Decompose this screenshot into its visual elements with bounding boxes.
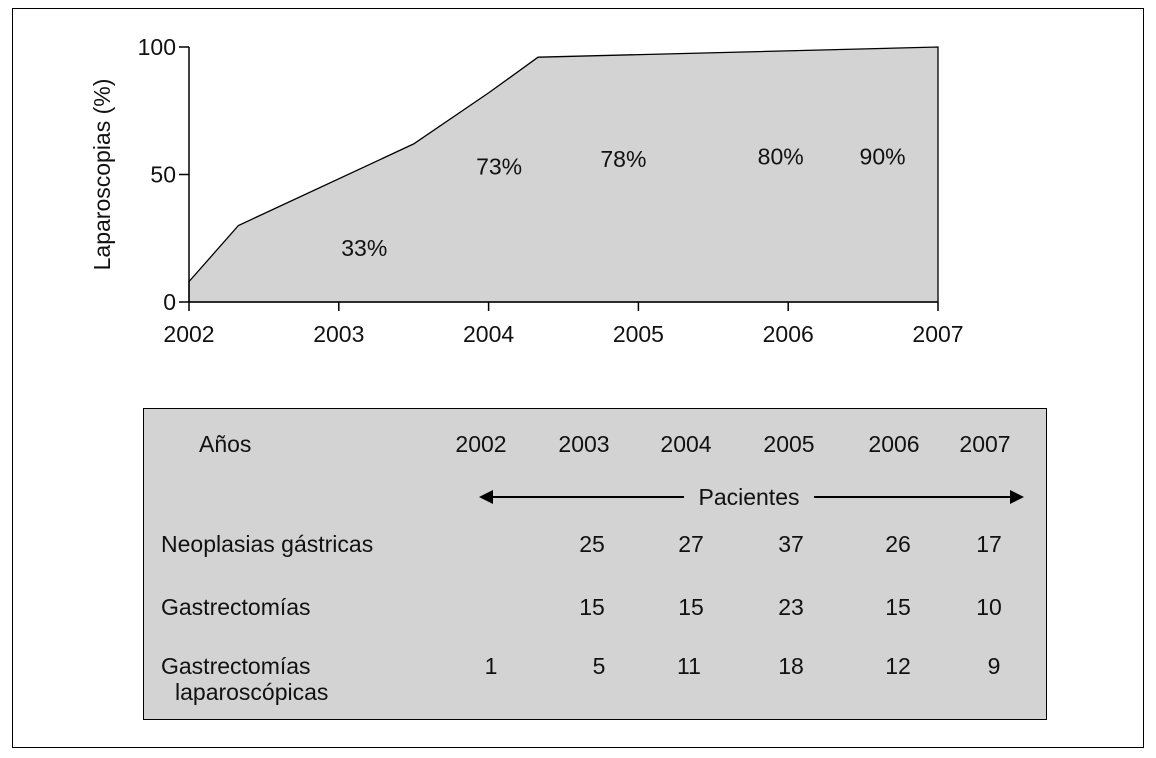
table-row-label: Gastrectomías [161,594,311,620]
x-tick-label: 2007 [912,321,963,347]
table-cell: 18 [778,653,804,679]
table-row-label: Neoplasias gástricas [161,531,374,557]
table-cell: 23 [778,594,804,620]
table-year-header: 2002 [455,431,507,457]
y-tick-label: 100 [138,34,176,60]
table-cell: 1 [484,653,498,679]
table-row-label-line2: laparoscópicas [175,679,329,705]
y-tick-label: 0 [163,289,176,315]
table-cell: 25 [579,531,605,557]
table-cell: 15 [678,594,704,620]
data-label: 78% [600,146,646,172]
table-year-header: 2003 [558,431,610,457]
table-cell: 15 [885,594,911,620]
table-cell: 37 [778,531,804,557]
table-cell: 17 [976,531,1002,557]
pacientes-label: Pacientes [684,484,814,510]
x-tick-label: 2003 [313,321,364,347]
table-year-header: 2006 [868,431,920,457]
data-label: 33% [341,235,387,261]
y-tick-label: 50 [150,162,176,188]
arrow-right-icon [1010,490,1024,504]
patients-table: Años 2002 2003 2004 2005 2006 2007 Pacie… [143,408,1047,720]
table-year-header: 2005 [763,431,815,457]
x-tick-label: 2002 [163,321,214,347]
table-cell: 10 [976,594,1002,620]
y-axis-label: Laparoscopias (%) [89,79,115,271]
table-row-label: Gastrectomías [161,653,311,679]
data-label: 73% [476,154,522,180]
table-cell: 5 [592,653,606,679]
figure-frame [12,8,1144,748]
x-tick-label: 2004 [463,321,514,347]
table-header-label: Años [199,431,252,457]
area-chart: 0 50 100 2002 2003 2004 2005 2006 2007 Laparoscop… [89,34,964,347]
table-cell: 26 [885,531,911,557]
x-tick-label: 2006 [763,321,814,347]
table-year-header: 2004 [660,431,712,457]
table-year-header: 2007 [959,431,1011,457]
table-cell: 27 [678,531,704,557]
pacientes-span-arrow: Pacientes [479,484,1024,510]
table-cell: 11 [677,653,701,679]
data-label: 80% [758,143,804,169]
table-cell: 12 [885,653,911,679]
table-cell: 15 [579,594,605,620]
area-fill [188,46,939,303]
x-tick-label: 2005 [613,321,664,347]
data-label: 90% [860,143,906,169]
table-cell: 9 [987,653,1001,679]
arrow-left-icon [479,490,493,504]
